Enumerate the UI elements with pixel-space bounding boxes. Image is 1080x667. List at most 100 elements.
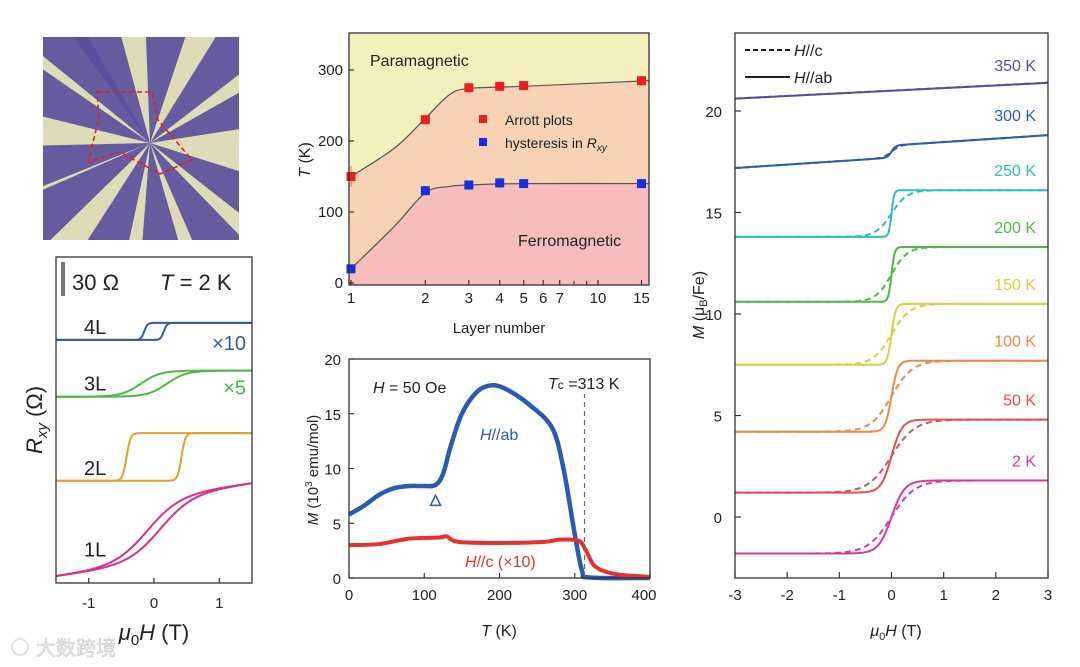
watermark-text: 大数跨境 xyxy=(36,637,116,660)
mh-curve-100K-solid xyxy=(735,359,1048,433)
hysteresis-point xyxy=(346,264,356,274)
x-tick-label: 3 xyxy=(1044,587,1052,604)
rxy-ylabel: Rxy (Ω) xyxy=(22,386,51,454)
rxy-frame xyxy=(55,256,253,584)
legend-marker-hysteresis xyxy=(479,138,487,146)
legend-hc: H//c xyxy=(794,43,822,60)
rxy-curve-1L-up xyxy=(55,482,253,578)
y-tick-label: 0 xyxy=(714,510,722,527)
y-tick-label: 300 xyxy=(318,62,343,79)
scale-bar xyxy=(61,262,65,296)
x-tick-label: 100 xyxy=(412,587,437,604)
electrode-ray xyxy=(150,92,239,143)
rxy-curve-2L-down xyxy=(56,432,252,482)
phase-ylabel: T (K) xyxy=(297,142,314,178)
y-tick-label: 15 xyxy=(705,206,722,223)
x-tick-label: 2 xyxy=(421,290,429,307)
series-label-hc: H//c (×10) xyxy=(465,554,536,571)
ferromagnetic-region xyxy=(349,183,649,285)
mt-xlabel: T (K) xyxy=(481,623,517,640)
electrode-ray xyxy=(43,143,150,240)
y-tick-label: 15 xyxy=(324,407,341,424)
arrott-point xyxy=(464,83,474,93)
phase-frame xyxy=(348,32,650,286)
x-tick-label: 3 xyxy=(465,290,473,307)
mh-curve-50K-solid xyxy=(735,418,1048,494)
phase-xlabel: Layer number xyxy=(453,320,546,337)
phase-diagram-panel: 0 100 200 300 1 2 3 4 5 6 7 10 15 Paramagnetic Ferro… xyxy=(297,32,650,337)
x-tick-label: 15 xyxy=(633,290,650,307)
rxy-curve-4L-down xyxy=(56,321,252,341)
electrode-ray xyxy=(142,143,179,240)
layer-label-2L: 2L xyxy=(84,458,106,480)
mh-xlabel: μ0H (T) xyxy=(869,623,921,643)
y-tick-label: 10 xyxy=(705,307,722,324)
mh-curve-350K-solid xyxy=(735,81,1048,100)
hysteresis-point xyxy=(464,180,474,190)
x-tick-label: -3 xyxy=(728,587,741,604)
mt-curve-hc xyxy=(348,534,651,579)
y-tick-label: 20 xyxy=(324,352,341,369)
boundary-upper-line xyxy=(350,80,649,178)
layer-label-1L: 1L xyxy=(84,540,106,562)
layer-label-3L: 3L xyxy=(84,374,106,396)
temperature-label-100K: 100 K xyxy=(994,334,1036,351)
field-note: H = 50 Oe xyxy=(373,380,446,397)
boundary-lower-line xyxy=(350,182,649,270)
mh-ylabel: M (μB/Fe) xyxy=(691,271,710,339)
rxy-xlabel: μ0H (T) xyxy=(118,620,190,649)
y-tick-label: 100 xyxy=(318,204,343,221)
temperature-label-300K: 300 K xyxy=(994,108,1036,125)
x-tick-label: 300 xyxy=(562,587,587,604)
x-tick-label: 6 xyxy=(539,290,547,307)
mh-panel: 350 K 300 K 250 K 200 K 150 K 100 K 50 K 2 K 0 5… xyxy=(691,32,1052,643)
layer-label-4L: 4L xyxy=(84,317,106,339)
electrode-ray xyxy=(150,37,239,143)
x-tick-label: -1 xyxy=(82,595,95,612)
hysteresis-point xyxy=(519,179,529,189)
arrott-point xyxy=(519,81,529,91)
y-tick-label: 5 xyxy=(714,409,722,426)
y-tick-label: 20 xyxy=(705,104,722,121)
x-tick-label: 5 xyxy=(519,290,527,307)
x-tick-label: 1 xyxy=(347,290,355,307)
x-tick-label: 2 xyxy=(992,587,1000,604)
arrott-point xyxy=(346,172,356,181)
electrode-ray xyxy=(43,37,150,143)
hysteresis-point xyxy=(420,186,430,196)
legend-hab: H//ab xyxy=(794,70,832,87)
x-tick-label: 200 xyxy=(487,587,512,604)
mh-curve-200K-solid xyxy=(735,246,1048,303)
x-tick-label: 0 xyxy=(887,587,895,604)
watermark-logo-icon xyxy=(11,638,29,656)
x-tick-label: 4 xyxy=(496,290,504,307)
rxy-curve-1L-down xyxy=(55,482,252,577)
hysteresis-point xyxy=(636,179,646,189)
mh-curve-300K-solid xyxy=(735,134,1048,169)
arrott-point xyxy=(420,115,430,125)
temperature-label-250K: 250 K xyxy=(994,163,1036,180)
multiplier-3L: ×5 xyxy=(223,378,246,400)
x-tick-label: 1 xyxy=(215,595,223,612)
flake-outline xyxy=(86,91,194,175)
electrode-rays xyxy=(43,37,239,240)
electrode-ray xyxy=(145,37,186,143)
electrode-ray xyxy=(87,143,150,240)
electrode-ray xyxy=(43,69,150,143)
y-tick-label: 0 xyxy=(333,571,341,588)
rxy-curve-3L-down xyxy=(56,369,252,398)
arrott-point xyxy=(636,76,646,86)
legend-hysteresis: hysteresis in Rxy xyxy=(505,135,608,154)
temperature-label-200K: 200 K xyxy=(994,220,1036,237)
mt-curve-hab xyxy=(347,382,651,581)
y-tick-label: 10 xyxy=(324,462,341,479)
y-tick-label: 5 xyxy=(333,516,341,533)
x-tick-label: 400 xyxy=(631,587,656,604)
electrode-ray xyxy=(150,143,239,213)
y-tick-label: 0 xyxy=(335,275,343,292)
x-tick-label: 10 xyxy=(590,290,607,307)
region-paramagnetic: Paramagnetic xyxy=(370,53,469,70)
temperature-label-50K: 50 K xyxy=(1003,393,1036,410)
